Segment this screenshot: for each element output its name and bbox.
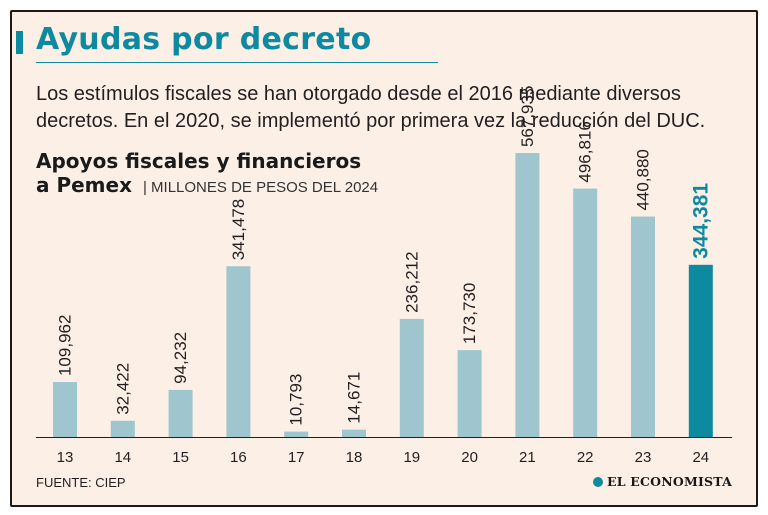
bar-18 [342,429,366,437]
x-tick-label-23: 23 [635,449,652,466]
bar-24 [688,264,713,437]
value-label-16: 341,478 [229,199,248,260]
x-tick-label-17: 17 [288,449,305,466]
value-label-22: 496,816 [576,121,595,182]
bar-16 [226,266,251,437]
value-label-18: 14,671 [345,372,364,424]
x-tick-label-16: 16 [230,449,247,466]
logo-text: EL ECONOMISTA [607,474,732,489]
value-label-19: 236,212 [402,251,421,312]
value-label-21: 567,935 [518,86,537,147]
bar-20 [457,350,482,437]
page-subtitle: Los estímulos fiscales se han otorgado d… [36,83,706,132]
bar-14 [110,420,135,437]
chart-title-line2: a Pemex [36,173,132,197]
bar-23 [631,216,655,437]
bar-19 [399,318,424,437]
value-label-13: 109,962 [56,315,75,376]
value-label-15: 94,232 [171,332,190,384]
title-underline [36,62,438,63]
x-tick-label-21: 21 [519,449,536,466]
chart-units-label: | MILLONES DE PESOS DEL 2024 [142,179,379,196]
value-label-20: 173,730 [460,283,479,344]
publisher-logo: EL ECONOMISTA [593,474,732,489]
x-tick-label-22: 22 [577,449,594,466]
bar-21 [515,153,540,437]
x-tick-label-18: 18 [346,449,363,466]
x-tick-label-14: 14 [114,449,131,466]
x-tick-label-19: 19 [403,449,420,466]
bar-13 [53,382,77,437]
value-label-14: 32,422 [113,363,132,415]
bar-17 [284,431,309,437]
title-accent-bar [16,31,23,54]
x-tick-label-24: 24 [692,449,709,466]
page-title: Ayudas por decreto [36,22,372,57]
value-label-17: 10,793 [287,374,306,426]
chart-units-text: MILLONES DE PESOS DEL 2024 [151,179,379,196]
logo-dot-icon [593,476,604,487]
x-tick-label-15: 15 [172,449,189,466]
x-tick-label-13: 13 [57,449,74,466]
x-tick-label-20: 20 [461,449,478,466]
source-note: FUENTE: CIEP [36,475,126,490]
value-label-23: 440,880 [634,149,653,210]
chart-title-line2-wrap: a Pemex | MILLONES DE PESOS DEL 2024 [36,173,378,200]
chart-title-line1: Apoyos fiscales y financieros [36,149,362,173]
bar-15 [168,389,193,437]
bar-22 [573,188,598,437]
value-label-24: 344,381 [689,183,712,259]
chart-title: Apoyos fiscales y financieros a Pemex | … [36,149,378,200]
